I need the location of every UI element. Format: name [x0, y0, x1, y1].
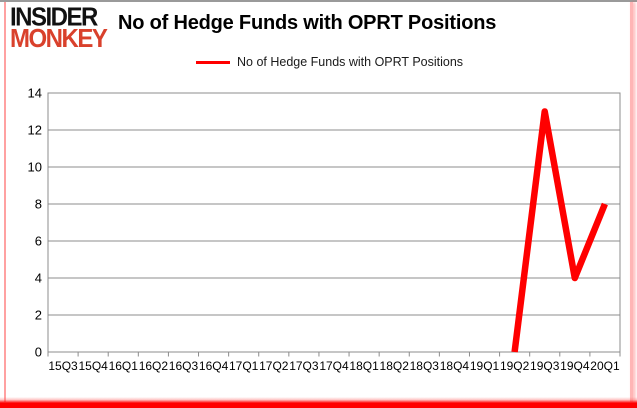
svg-text:16Q1: 16Q1 [109, 359, 139, 373]
insider-monkey-logo: INSIDER MONKEY [10, 2, 108, 54]
svg-text:2: 2 [35, 308, 42, 323]
svg-text:17Q2: 17Q2 [259, 359, 289, 373]
svg-text:15Q3: 15Q3 [48, 359, 78, 373]
svg-text:17Q4: 17Q4 [319, 359, 349, 373]
svg-text:18Q3: 18Q3 [410, 359, 440, 373]
svg-text:17Q1: 17Q1 [229, 359, 259, 373]
svg-text:12: 12 [28, 123, 42, 138]
svg-text:16Q2: 16Q2 [139, 359, 169, 373]
top-border-line [0, 0, 637, 2]
bottom-border-glow [0, 397, 637, 408]
svg-text:19Q1: 19Q1 [470, 359, 500, 373]
svg-text:16Q4: 16Q4 [199, 359, 229, 373]
logo-text-insider: INSIDER [10, 2, 98, 32]
legend-label: No of Hedge Funds with OPRT Positions [237, 55, 464, 69]
legend-line-swatch [196, 60, 230, 64]
svg-text:10: 10 [28, 160, 42, 175]
chart-title: No of Hedge Funds with OPRT Positions [118, 12, 497, 34]
svg-text:6: 6 [35, 234, 42, 249]
svg-text:18Q2: 18Q2 [380, 359, 410, 373]
left-border-line [4, 2, 6, 402]
svg-text:20Q1: 20Q1 [590, 359, 620, 373]
chart-legend: No of Hedge Funds with OPRT Positions [196, 55, 463, 69]
svg-text:18Q4: 18Q4 [440, 359, 470, 373]
svg-text:4: 4 [35, 271, 42, 286]
svg-text:17Q3: 17Q3 [289, 359, 319, 373]
svg-text:15Q4: 15Q4 [78, 359, 108, 373]
svg-text:8: 8 [35, 197, 42, 212]
svg-text:19Q3: 19Q3 [530, 359, 560, 373]
logo-text-monkey: MONKEY [10, 24, 108, 54]
svg-text:16Q3: 16Q3 [169, 359, 199, 373]
right-border-line [630, 2, 633, 402]
svg-text:18Q1: 18Q1 [349, 359, 379, 373]
svg-text:19Q4: 19Q4 [560, 359, 590, 373]
svg-text:14: 14 [28, 86, 42, 101]
svg-text:0: 0 [35, 345, 42, 360]
svg-text:19Q2: 19Q2 [500, 359, 530, 373]
